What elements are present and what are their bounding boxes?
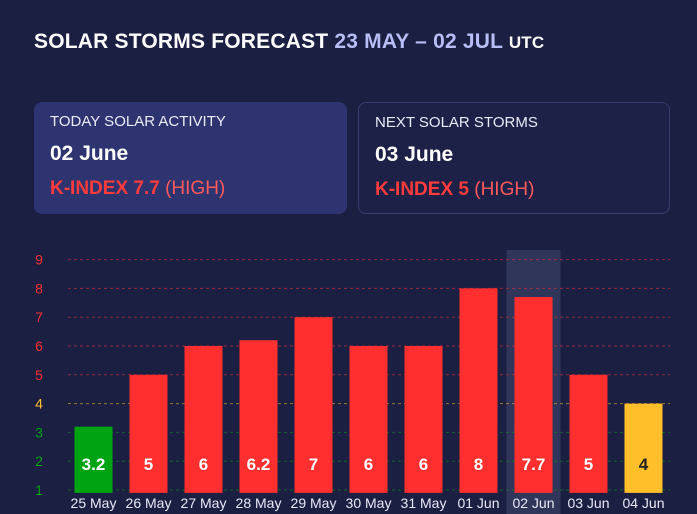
- bar-value-label: 4: [639, 455, 649, 474]
- bar-30-may: [349, 346, 388, 493]
- title-date-range: 23 MAY – 02 JUL: [334, 30, 503, 53]
- title-timezone: UTC: [508, 33, 545, 52]
- today-kindex-value: K-INDEX 7.7: [50, 178, 160, 199]
- bar-value-label: 6.2: [247, 455, 271, 474]
- bar-31-may: [404, 346, 443, 493]
- x-tick-label: 26 May: [126, 495, 172, 511]
- next-card-date: 03 June: [375, 143, 454, 166]
- x-tick-label: 04 Jun: [622, 495, 664, 511]
- x-tick-label: 30 May: [346, 495, 392, 511]
- next-card-kindex: K-INDEX 5 (HIGH): [375, 179, 653, 201]
- bar-value-label: 6: [364, 455, 373, 474]
- y-tick-label: 7: [35, 309, 43, 325]
- y-tick-label: 3: [35, 424, 43, 440]
- today-activity-card: TODAY SOLAR ACTIVITY 02 June K-INDEX 7.7…: [34, 102, 347, 214]
- next-kindex-level: (HIGH): [474, 179, 535, 200]
- next-kindex-value: K-INDEX 5: [375, 179, 469, 200]
- y-tick-label: 1: [35, 482, 43, 498]
- bar-value-label: 7.7: [522, 455, 546, 474]
- y-tick-label: 8: [35, 280, 43, 296]
- kindex-bar-chart: 1 2 3 4 5 6 7 8 9 3.2 25 May 5 26 May 6 27 May 6.2 28 Ma…: [35, 250, 670, 514]
- y-tick-label: 4: [35, 396, 43, 412]
- bar-value-label: 5: [584, 455, 593, 474]
- x-tick-label: 01 Jun: [457, 495, 499, 511]
- y-tick-label: 2: [35, 453, 43, 469]
- bar-03-jun: [569, 374, 608, 493]
- bar-04-jun: [624, 403, 663, 493]
- bar-01-jun: [459, 288, 498, 493]
- title-main: SOLAR STORMS FORECAST: [34, 30, 329, 53]
- bar-value-label: 5: [144, 455, 153, 474]
- today-kindex-level: (HIGH): [165, 178, 226, 199]
- bar-27-may: [184, 346, 223, 493]
- y-tick-label: 5: [35, 367, 43, 383]
- bar-28-may: [239, 340, 278, 493]
- chart-title: SOLAR STORMS FORECAST 23 MAY – 02 JUL UT…: [34, 30, 544, 54]
- y-tick-label: 6: [35, 338, 43, 354]
- bar-value-label: 6: [199, 455, 208, 474]
- bar-25-may: [74, 426, 113, 493]
- next-storms-card: NEXT SOLAR STORMS 03 June K-INDEX 5 (HIG…: [358, 102, 670, 214]
- bar-26-may: [129, 374, 168, 493]
- bar-value-label: 3.2: [82, 455, 106, 474]
- y-tick-label: 9: [35, 252, 43, 268]
- today-card-date: 02 June: [50, 142, 129, 165]
- today-card-kindex: K-INDEX 7.7 (HIGH): [50, 178, 331, 200]
- next-card-label: NEXT SOLAR STORMS: [375, 114, 538, 131]
- x-tick-label: 28 May: [236, 495, 282, 511]
- x-tick-label: 25 May: [71, 495, 117, 511]
- bar-29-may: [294, 317, 333, 493]
- x-tick-label: 29 May: [291, 495, 337, 511]
- bar-value-label: 6: [419, 455, 428, 474]
- bar-value-label: 7: [309, 455, 318, 474]
- bar-02-jun: [514, 297, 553, 493]
- today-card-label: TODAY SOLAR ACTIVITY: [50, 113, 226, 130]
- x-tick-label: 27 May: [181, 495, 227, 511]
- bar-value-label: 8: [474, 455, 483, 474]
- x-tick-label: 03 Jun: [567, 495, 609, 511]
- x-tick-label: 31 May: [401, 495, 447, 511]
- x-tick-label: 02 Jun: [512, 495, 554, 511]
